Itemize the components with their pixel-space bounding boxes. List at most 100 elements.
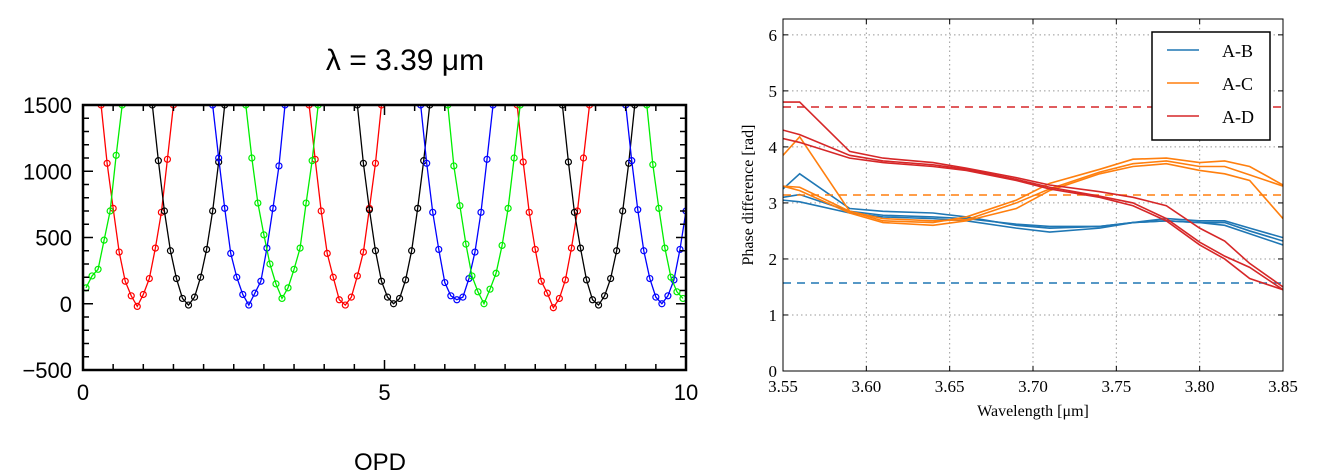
series-0-point	[567, 244, 576, 252]
series-2-point	[658, 300, 666, 308]
series-0-point	[371, 159, 380, 167]
series-2-point	[652, 293, 660, 301]
series-3-point	[254, 199, 262, 207]
series-1-point	[631, 105, 639, 109]
x-tick-label: 3.75	[1101, 377, 1131, 396]
series-1-point	[203, 245, 211, 254]
series-1-point	[594, 301, 603, 309]
A-B-line	[783, 172, 1283, 239]
series-3-point	[242, 105, 250, 109]
series-1-point	[148, 105, 156, 109]
y-tick-label: 3	[769, 194, 778, 213]
series-1-point	[607, 274, 615, 283]
y-tick-label: 6	[769, 26, 778, 45]
x-tick-label: 5	[378, 380, 390, 405]
series-0-point	[353, 272, 361, 280]
series-1-point	[395, 294, 404, 303]
series-1-line	[561, 105, 636, 307]
series-0-point	[323, 249, 331, 257]
series-0-point	[97, 105, 105, 109]
series-2-point	[676, 245, 684, 254]
series-3-point	[510, 154, 518, 162]
right-y-axis-label: Phase difference [rad]	[740, 125, 757, 266]
series-3-point	[260, 231, 268, 239]
series-2-point	[423, 159, 431, 167]
legend-label: A-C	[1222, 74, 1253, 94]
series-3-point	[667, 273, 675, 281]
series-0-point	[151, 244, 159, 252]
series-1-point	[619, 207, 627, 215]
series-2-point	[251, 289, 259, 297]
series-1-point	[154, 157, 162, 165]
series-3-point	[649, 161, 657, 169]
series-1-point	[160, 207, 169, 215]
right-plot-area	[783, 101, 1283, 291]
series-2-point	[429, 208, 437, 216]
series-0-point	[531, 245, 539, 254]
series-3-point	[516, 105, 524, 109]
series-3-point	[468, 272, 476, 280]
legend-label: A-D	[1222, 107, 1254, 127]
series-1-point	[196, 273, 205, 281]
y-tick-label: −500	[22, 358, 72, 383]
x-tick-label: 3.60	[851, 377, 881, 396]
right-plot-frame	[782, 18, 1284, 372]
series-0-point	[585, 105, 594, 109]
series-0-line	[516, 105, 591, 310]
series-1-point	[426, 105, 434, 109]
series-1-point	[365, 206, 374, 214]
series-0-point	[519, 158, 527, 166]
series-2-point	[447, 292, 455, 300]
series-1-point	[221, 105, 229, 109]
series-0-point	[139, 290, 147, 299]
series-1-point	[184, 301, 193, 309]
series-2-point	[239, 290, 247, 299]
series-1-point	[377, 277, 386, 285]
series-3-point	[661, 244, 669, 252]
right-x-axis-label: Wavelength [μm]	[977, 403, 1089, 420]
series-2-point	[489, 105, 497, 109]
series-2-point	[646, 274, 654, 283]
series-2-point	[459, 293, 467, 301]
series-2-point	[483, 155, 491, 163]
series-0-point	[377, 105, 386, 109]
series-2-point	[221, 204, 229, 212]
series-2-point	[215, 154, 223, 162]
A-B-line	[783, 193, 1283, 242]
series-0-point	[305, 105, 313, 109]
series-1-point	[570, 208, 579, 216]
left-chart-title: λ = 3.39 μm	[326, 44, 484, 77]
series-0-point	[133, 302, 141, 310]
series-1-point	[576, 244, 585, 252]
series-2-point	[477, 208, 485, 216]
series-3-line	[447, 105, 521, 306]
series-2-point	[640, 247, 648, 255]
x-tick-label: 3.80	[1185, 377, 1215, 396]
series-0-point	[555, 294, 563, 303]
series-0-point	[103, 159, 111, 167]
series-3-point	[655, 204, 663, 212]
series-3-point	[492, 269, 500, 277]
x-tick-label: 3.55	[768, 377, 798, 396]
series-1-point	[558, 105, 566, 109]
series-2-point	[257, 277, 265, 285]
series-0-point	[335, 296, 343, 304]
series-3-point	[284, 284, 292, 292]
series-1-point	[600, 292, 609, 300]
series-2-point	[281, 105, 289, 109]
series-2-point	[417, 105, 425, 109]
series-3-point	[302, 199, 310, 207]
y-tick-label: 0	[60, 292, 72, 317]
series-1-point	[359, 159, 367, 167]
series-3-line	[85, 105, 123, 289]
series-3-point	[118, 105, 126, 109]
series-2-point	[227, 249, 235, 257]
series-3-point	[112, 151, 120, 159]
series-0-point	[549, 304, 557, 312]
A-D-line	[783, 129, 1283, 291]
left-plot-area	[83, 105, 686, 312]
series-3-point	[296, 244, 304, 252]
series-1-point	[383, 293, 392, 301]
series-1-point	[414, 204, 422, 212]
